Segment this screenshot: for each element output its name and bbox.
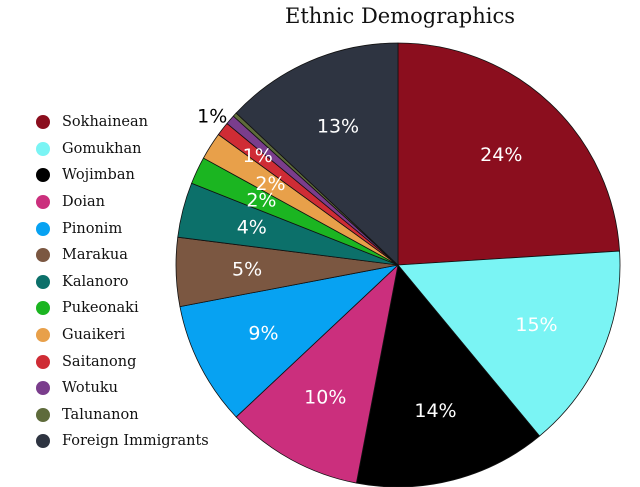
legend-swatch bbox=[36, 115, 50, 130]
legend-label: Marakua bbox=[62, 247, 128, 264]
chart-title: Ethnic Demographics bbox=[284, 4, 515, 28]
slice-data-label: 24% bbox=[480, 144, 522, 166]
legend-item: Wotuku bbox=[36, 375, 209, 402]
legend-item: Talunanon bbox=[36, 402, 209, 429]
chart-legend: Sokhainean Gomukhan Wojimban Doian Pinonim Ma… bbox=[36, 109, 209, 455]
legend-item: Saitanong bbox=[36, 348, 209, 375]
slice-data-label: 4% bbox=[237, 217, 267, 239]
legend-swatch bbox=[36, 354, 50, 369]
legend-item: Marakua bbox=[36, 242, 209, 269]
legend-label: Wojimban bbox=[62, 167, 135, 184]
legend-swatch bbox=[36, 168, 50, 183]
legend-label: Pinonim bbox=[62, 220, 123, 237]
legend-swatch bbox=[36, 274, 50, 289]
legend-item: Sokhainean bbox=[36, 109, 209, 136]
legend-item: Doian bbox=[36, 189, 209, 216]
pie-slice-doian bbox=[235, 264, 399, 484]
legend-item: Pinonim bbox=[36, 215, 209, 242]
slice-data-label: 1% bbox=[197, 105, 227, 127]
slice-data-label: 15% bbox=[515, 314, 557, 336]
legend-item: Pukeonaki bbox=[36, 295, 209, 322]
slice-data-label: 9% bbox=[248, 323, 278, 345]
legend-item: Wojimban bbox=[36, 162, 209, 189]
legend-swatch bbox=[36, 221, 50, 236]
pie-slice-foreign-immigrants bbox=[235, 42, 399, 266]
legend-item: Foreign Immigrants bbox=[36, 428, 209, 455]
slice-data-label: 10% bbox=[304, 386, 346, 408]
legend-swatch bbox=[36, 407, 50, 422]
legend-label: Pukeonaki bbox=[62, 300, 139, 317]
legend-swatch bbox=[36, 328, 50, 343]
slice-data-label: 2% bbox=[246, 190, 276, 212]
legend-swatch bbox=[36, 141, 50, 156]
pie-slice-sokhainean bbox=[397, 42, 620, 266]
legend-label: Sokhainean bbox=[62, 114, 148, 131]
slice-data-label: 5% bbox=[232, 259, 262, 281]
legend-item: Gomukhan bbox=[36, 136, 209, 163]
slice-data-label: 14% bbox=[414, 400, 456, 422]
legend-label: Gomukhan bbox=[62, 140, 142, 157]
legend-swatch bbox=[36, 434, 50, 449]
legend-label: Kalanoro bbox=[62, 273, 129, 290]
legend-label: Wotuku bbox=[62, 380, 118, 397]
legend-swatch bbox=[36, 195, 50, 210]
pie-slice-pinonim bbox=[179, 264, 399, 418]
pie-slice-gomukhan bbox=[397, 250, 621, 437]
legend-swatch bbox=[36, 301, 50, 316]
legend-label: Talunanon bbox=[62, 406, 139, 423]
legend-label: Foreign Immigrants bbox=[62, 433, 209, 450]
legend-label: Doian bbox=[62, 194, 105, 211]
legend-label: Saitanong bbox=[62, 353, 137, 370]
legend-item: Guaikeri bbox=[36, 322, 209, 349]
legend-swatch bbox=[36, 381, 50, 396]
legend-swatch bbox=[36, 248, 50, 263]
legend-item: Kalanoro bbox=[36, 269, 209, 296]
slice-data-label: 1% bbox=[243, 145, 273, 167]
legend-label: Guaikeri bbox=[62, 327, 126, 344]
slice-data-label: 13% bbox=[317, 116, 359, 138]
slice-data-label: 2% bbox=[255, 173, 285, 195]
pie-slice-wojimban bbox=[356, 264, 540, 487]
